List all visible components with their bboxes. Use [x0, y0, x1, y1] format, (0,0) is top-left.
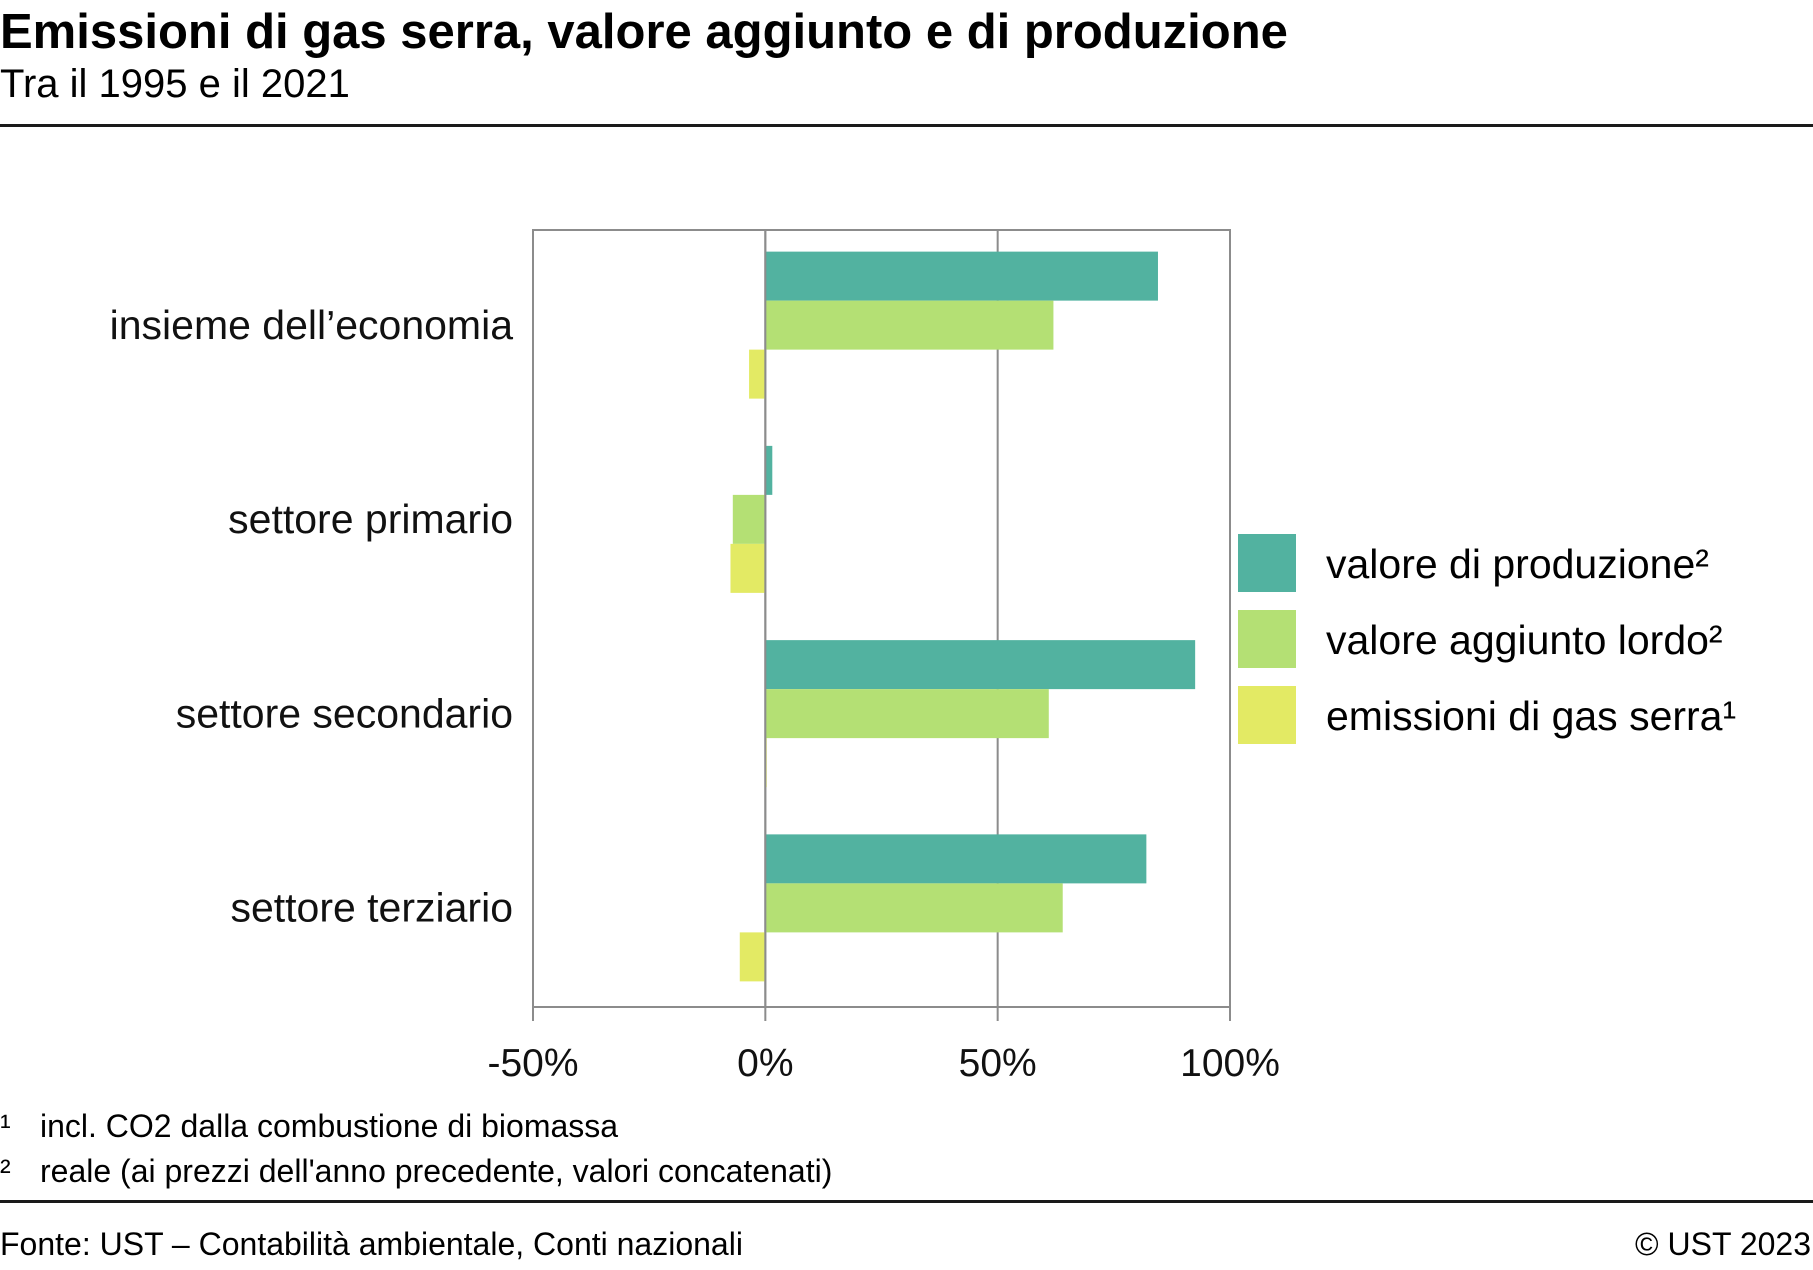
- chart-title: Emissioni di gas serra, valore aggiunto …: [0, 5, 1288, 59]
- bar-2-1: [765, 689, 1049, 739]
- tick-label-x-3: 100%: [1180, 1042, 1280, 1085]
- legend-item-valore-produzione: valore di produzione²: [1238, 534, 1798, 594]
- source-note: Fonte: UST – Contabilità ambientale, Con…: [0, 1226, 743, 1262]
- category-label-3: settore terziario: [230, 885, 513, 931]
- bar-0-0: [765, 251, 1158, 301]
- category-label-1: settore primario: [228, 496, 513, 542]
- category-label-0: insieme dell’economia: [110, 302, 514, 348]
- bar-0-1: [765, 300, 1054, 350]
- footnote-1-mark: ¹: [0, 1108, 11, 1144]
- bar-2-0: [765, 640, 1196, 690]
- footnote-2: ² reale (ai prezzi dell'anno precedente, …: [0, 1153, 832, 1190]
- bar-3-1: [765, 883, 1063, 933]
- tick-label-x-2: 50%: [959, 1042, 1037, 1085]
- copyright: © UST 2023: [1635, 1226, 1811, 1262]
- footnote-1: ¹ incl. CO2 dalla combustione di biomassa: [0, 1108, 618, 1145]
- top-divider: [0, 124, 1813, 127]
- category-label-2: settore secondario: [176, 690, 513, 736]
- legend-label-valore-aggiunto: valore aggiunto lordo²: [1326, 617, 1723, 663]
- legend-swatch-valore-produzione: [1238, 534, 1296, 592]
- bar-0-2: [749, 349, 766, 399]
- chart-subtitle: Tra il 1995 e il 2021: [0, 62, 350, 106]
- tick-label-x-0: -50%: [487, 1042, 578, 1085]
- legend-swatch-valore-aggiunto: [1238, 610, 1296, 668]
- tick-label-x-1: 0%: [737, 1042, 793, 1085]
- footnote-1-text: incl. CO2 dalla combustione di biomassa: [40, 1108, 619, 1144]
- bar-1-2: [730, 543, 766, 593]
- legend-label-emissioni: emissioni di gas serra¹: [1326, 693, 1737, 739]
- bar-3-0: [765, 834, 1147, 884]
- bar-1-1: [732, 494, 766, 544]
- bar-3-2: [739, 932, 766, 982]
- footnote-2-mark: ²: [0, 1153, 11, 1189]
- footnote-2-text: reale (ai prezzi dell'anno precedente, v…: [40, 1153, 833, 1189]
- bar-1-0: [765, 445, 773, 495]
- bar-chart: -50% 0% 50% 100% insieme dell’economia settor…: [110, 229, 1280, 1085]
- legend-item-emissioni: emissioni di gas serra¹: [1238, 686, 1798, 746]
- legend-label-valore-produzione: valore di produzione²: [1326, 541, 1709, 587]
- legend-swatch-emissioni: [1238, 686, 1296, 744]
- bottom-divider: [0, 1200, 1813, 1203]
- legend-item-valore-aggiunto: valore aggiunto lordo²: [1238, 610, 1798, 670]
